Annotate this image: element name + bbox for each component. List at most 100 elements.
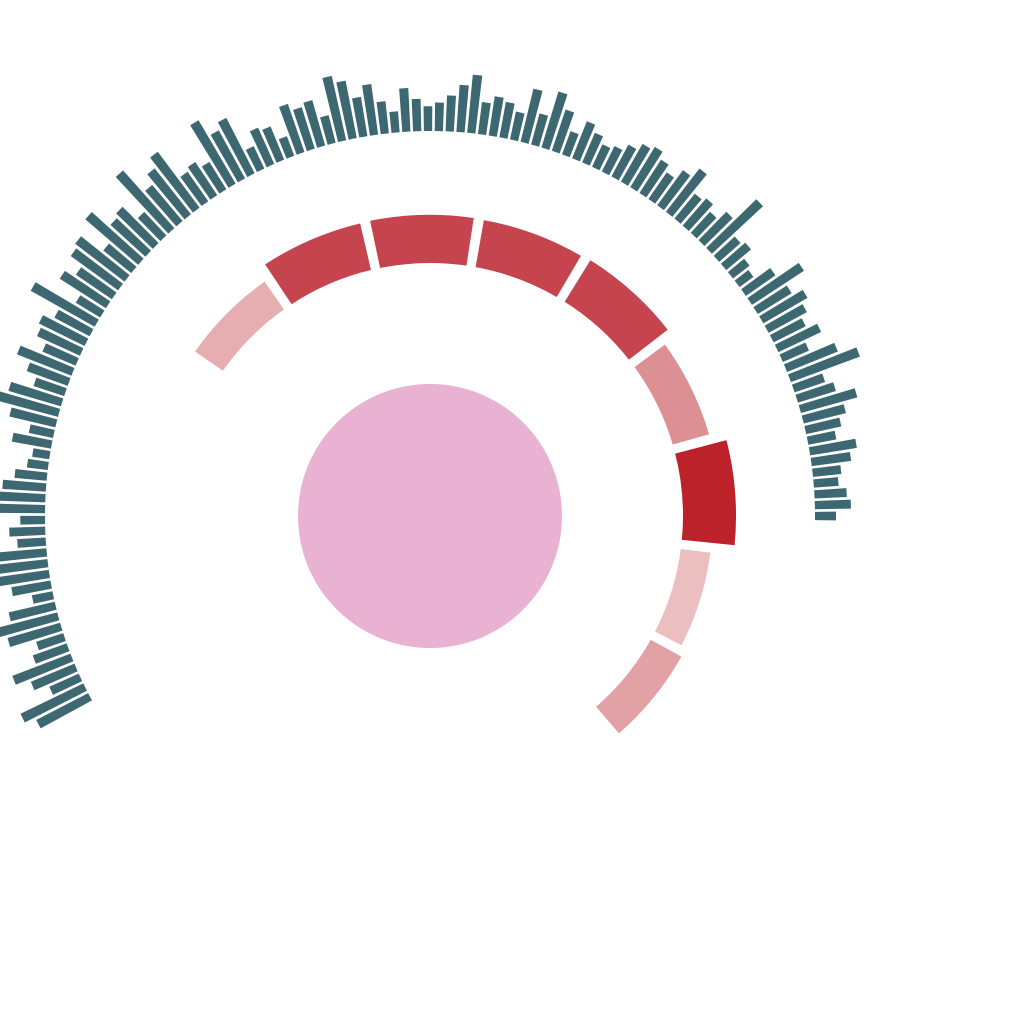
outer-bar (769, 318, 806, 343)
outer-bar (727, 258, 750, 279)
outer-bar (488, 96, 504, 137)
outer-bar (795, 382, 836, 403)
outer-bar (20, 683, 87, 723)
outer-bar (20, 515, 46, 525)
ring-segment (628, 338, 715, 450)
outer-bar (713, 236, 741, 262)
outer-bar (0, 391, 61, 417)
outer-bar (14, 468, 48, 481)
outer-bar (17, 537, 47, 548)
outer-bar (187, 161, 218, 200)
outer-bar (278, 136, 295, 159)
outer-bar (145, 184, 183, 227)
outer-bar (376, 101, 389, 135)
outer-bar (520, 88, 543, 144)
outer-bar (362, 83, 379, 136)
outer-bar (434, 102, 444, 132)
outer-bar (741, 268, 776, 296)
outer-bar (720, 242, 752, 271)
outer-bar (791, 373, 826, 393)
outer-bar (411, 98, 422, 132)
outer-bar (31, 591, 55, 604)
outer-bar (788, 347, 860, 383)
outer-bar (8, 601, 57, 622)
outer-bar (150, 151, 200, 213)
outer-bar (293, 107, 315, 152)
outer-bar (0, 503, 46, 514)
outer-bar (147, 168, 191, 220)
outer-bar (116, 206, 159, 249)
outer-bar (499, 101, 515, 139)
outer-bar (531, 113, 549, 147)
outer-bar (103, 243, 137, 274)
outer-bar (759, 289, 808, 324)
outer-bar (36, 693, 93, 729)
outer-bar (279, 103, 305, 155)
outer-bar (477, 102, 491, 136)
outer-bar (399, 88, 411, 132)
outer-bar (630, 146, 663, 192)
outer-bar (7, 622, 63, 647)
outer-bar (747, 262, 805, 305)
outer-bar (779, 342, 809, 363)
outer-bar (808, 438, 857, 456)
outer-bar (75, 267, 117, 300)
outer-bar (0, 559, 49, 574)
ring-segment (470, 215, 587, 303)
outer-bar-series (0, 74, 860, 729)
outer-bar (814, 511, 837, 521)
outer-bar (32, 643, 70, 664)
outer-bar (551, 109, 575, 154)
outer-bar (33, 377, 67, 397)
outer-bar (592, 144, 611, 171)
ring-segment (365, 210, 479, 273)
outer-bar (783, 342, 838, 373)
outer-bar (336, 80, 357, 140)
ring-segment (649, 544, 715, 651)
outer-bar (0, 548, 48, 562)
outer-bar (810, 451, 852, 467)
outer-bar (682, 198, 714, 231)
outer-bar (774, 323, 822, 353)
outer-bar (0, 612, 60, 637)
outer-bar (582, 132, 604, 166)
outer-bar (49, 673, 83, 695)
outer-bar (0, 491, 46, 503)
outer-bar (75, 236, 130, 282)
outer-bar (753, 285, 792, 315)
outer-bar (70, 248, 123, 291)
center-circle (298, 384, 562, 648)
outer-bar (201, 161, 227, 194)
outer-bar (28, 424, 55, 438)
outer-bar (456, 84, 469, 133)
outer-bar (389, 111, 400, 133)
outer-bar (12, 653, 74, 685)
ring-segment (670, 435, 740, 550)
outer-bar (423, 106, 433, 132)
outer-bar (75, 295, 105, 318)
outer-bar (303, 100, 326, 148)
outer-bar (190, 120, 236, 188)
outer-bar (11, 580, 52, 597)
ring-segment (559, 254, 674, 366)
outer-bar (26, 458, 49, 471)
outer-bar (2, 479, 47, 492)
outer-bar (813, 477, 839, 488)
outer-bar (572, 121, 596, 162)
outer-bar (639, 159, 669, 198)
outer-bar (674, 193, 702, 224)
outer-bar (36, 327, 84, 356)
outer-bar (657, 170, 691, 211)
ring-segment (259, 218, 376, 310)
outer-bar (665, 168, 707, 217)
outer-bar (32, 448, 51, 460)
outer-bar (812, 465, 842, 477)
outer-bar (137, 211, 167, 242)
outer-bar (38, 315, 89, 346)
outer-bar (17, 345, 75, 376)
outer-bar (806, 430, 837, 445)
outer-bar (601, 145, 623, 176)
outer-bar (245, 146, 265, 173)
